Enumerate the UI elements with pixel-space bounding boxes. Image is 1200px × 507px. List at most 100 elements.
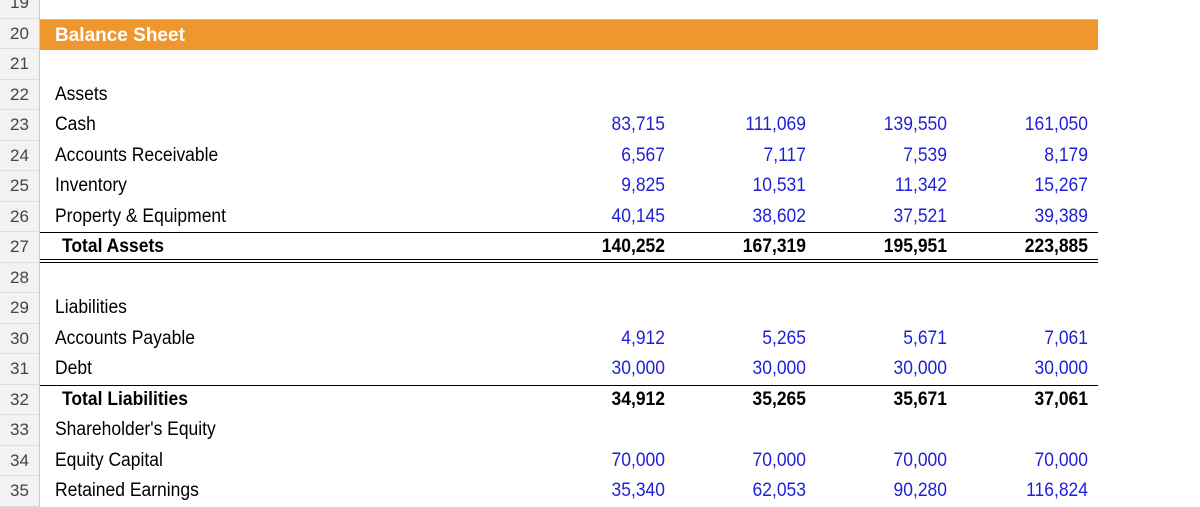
cell-value[interactable]: 70,000: [752, 449, 806, 471]
cell-value[interactable]: 5,671: [903, 327, 947, 349]
row-32[interactable]: 32 Total Liabilities 34,912 35,265 35,67…: [0, 384, 1200, 416]
cell-label[interactable]: Property & Equipment: [55, 205, 227, 227]
cell-value[interactable]: 39,389: [1034, 205, 1088, 227]
cell-label-total[interactable]: Total Liabilities: [62, 388, 188, 410]
cell-label[interactable]: Debt: [55, 358, 92, 379]
cell-value[interactable]: 7,061: [1044, 327, 1088, 349]
cell-value[interactable]: 30,000: [1034, 358, 1088, 379]
row-31[interactable]: 31 Debt 30,000 30,000 30,000 30,000: [0, 354, 1200, 385]
cell-value-total[interactable]: 35,671: [893, 388, 947, 410]
cell-value[interactable]: 111,069: [745, 114, 806, 135]
cell-label[interactable]: Accounts Receivable: [55, 144, 219, 166]
cell-value[interactable]: 70,000: [893, 449, 947, 471]
row-header[interactable]: 35: [0, 476, 40, 507]
row-cells[interactable]: Shareholder's Equity: [40, 415, 1200, 446]
row-header[interactable]: 21: [0, 49, 40, 80]
row-cells[interactable]: [40, 0, 1200, 19]
row-cells[interactable]: [40, 263, 1200, 294]
row-header[interactable]: 32: [0, 384, 40, 415]
cell-label[interactable]: Liabilities: [55, 297, 127, 318]
cell-value[interactable]: 9,825: [621, 175, 665, 196]
cell-label[interactable]: Shareholder's Equity: [55, 419, 216, 440]
row-cells[interactable]: Property & Equipment 40,145 38,602 37,52…: [40, 202, 1200, 233]
cell-value[interactable]: 62,053: [752, 480, 806, 501]
row-cells[interactable]: Retained Earnings 35,340 62,053 90,280 1…: [40, 476, 1200, 507]
row-34[interactable]: 34 Equity Capital 70,000 70,000 70,000 7…: [0, 445, 1200, 477]
row-28[interactable]: 28: [0, 262, 1200, 294]
cell-value[interactable]: 139,550: [883, 114, 947, 135]
cell-label[interactable]: Equity Capital: [55, 449, 163, 471]
row-header[interactable]: 27: [0, 232, 40, 263]
cell-value[interactable]: 35,340: [611, 480, 665, 501]
cell-value-total[interactable]: 195,951: [883, 236, 947, 257]
cell-value[interactable]: 161,050: [1024, 114, 1088, 135]
row-header[interactable]: 23: [0, 110, 40, 141]
cell-value[interactable]: 30,000: [611, 358, 665, 379]
cell-value[interactable]: 8,179: [1044, 144, 1088, 166]
row-header[interactable]: 24: [0, 140, 40, 171]
cell-value[interactable]: 7,539: [903, 144, 947, 166]
cell-value-total[interactable]: 34,912: [611, 388, 665, 410]
row-23[interactable]: 23 Cash 83,715 111,069 139,550 161,050: [0, 110, 1200, 141]
row-24[interactable]: 24 Accounts Receivable 6,567 7,117 7,539…: [0, 140, 1200, 171]
cell-value[interactable]: 6,567: [621, 144, 665, 166]
cell-value[interactable]: 5,265: [762, 327, 806, 349]
row-cells[interactable]: Total Liabilities 34,912 35,265 35,671 3…: [40, 384, 1200, 416]
row-25[interactable]: 25 Inventory 9,825 10,531 11,342 15,267: [0, 171, 1200, 202]
row-cells[interactable]: Assets: [40, 80, 1200, 111]
row-header[interactable]: 29: [0, 293, 40, 324]
row-header[interactable]: 31: [0, 354, 40, 385]
row-33[interactable]: 33 Shareholder's Equity: [0, 415, 1200, 446]
row-header[interactable]: 20: [0, 18, 40, 49]
cell-value[interactable]: 15,267: [1034, 175, 1088, 196]
cell-value[interactable]: 116,824: [1026, 480, 1088, 501]
row-header[interactable]: 34: [0, 445, 40, 476]
row-header[interactable]: 26: [0, 201, 40, 232]
row-27[interactable]: 27 Total Assets 140,252 167,319 195,951 …: [0, 232, 1200, 263]
cell-value[interactable]: 40,145: [611, 205, 665, 227]
row-cells[interactable]: Inventory 9,825 10,531 11,342 15,267: [40, 171, 1200, 202]
cell-value-total[interactable]: 140,252: [601, 236, 665, 257]
cell-label[interactable]: Accounts Payable: [55, 327, 195, 349]
row-cells[interactable]: Balance Sheet: [40, 18, 1200, 50]
row-header[interactable]: 22: [0, 79, 40, 110]
cell-label[interactable]: Inventory: [55, 175, 127, 196]
row-22[interactable]: 22 Assets: [0, 79, 1200, 111]
cell-value[interactable]: 4,912: [621, 327, 665, 349]
cell-value[interactable]: 10,531: [752, 175, 806, 196]
row-20[interactable]: 20 Balance Sheet: [0, 18, 1200, 50]
row-cells[interactable]: Cash 83,715 111,069 139,550 161,050: [40, 110, 1200, 141]
row-cells[interactable]: Total Assets 140,252 167,319 195,951 223…: [40, 232, 1200, 263]
cell-value-total[interactable]: 35,265: [752, 388, 806, 410]
cell-label[interactable]: Retained Earnings: [55, 480, 199, 501]
row-19[interactable]: 19: [0, 0, 1200, 19]
cell-label[interactable]: Cash: [55, 114, 96, 135]
row-header[interactable]: 30: [0, 323, 40, 354]
row-29[interactable]: 29 Liabilities: [0, 293, 1200, 324]
cell-value-total[interactable]: 37,061: [1034, 388, 1088, 410]
cell-value[interactable]: 38,602: [752, 205, 806, 227]
cell-value[interactable]: 70,000: [611, 449, 665, 471]
row-26[interactable]: 26 Property & Equipment 40,145 38,602 37…: [0, 201, 1200, 233]
row-cells[interactable]: Liabilities: [40, 293, 1200, 324]
row-35[interactable]: 35 Retained Earnings 35,340 62,053 90,28…: [0, 476, 1200, 507]
cell-label-total[interactable]: Total Assets: [62, 236, 165, 257]
row-header[interactable]: 25: [0, 171, 40, 202]
row-30[interactable]: 30 Accounts Payable 4,912 5,265 5,671 7,…: [0, 323, 1200, 355]
cell-value[interactable]: 30,000: [893, 358, 947, 379]
cell-value[interactable]: 7,117: [763, 144, 806, 166]
row-cells[interactable]: Accounts Payable 4,912 5,265 5,671 7,061: [40, 324, 1200, 355]
cell-value[interactable]: 83,715: [611, 114, 665, 135]
cell-value[interactable]: 30,000: [752, 358, 806, 379]
row-header[interactable]: 19: [0, 0, 40, 19]
cell-label[interactable]: Assets: [55, 83, 108, 105]
cell-value[interactable]: 90,280: [893, 480, 947, 501]
row-21[interactable]: 21: [0, 49, 1200, 80]
row-cells[interactable]: [40, 49, 1200, 80]
cell-value[interactable]: 70,000: [1034, 449, 1088, 471]
cell-value[interactable]: 37,521: [893, 205, 947, 227]
row-cells[interactable]: Equity Capital 70,000 70,000 70,000 70,0…: [40, 446, 1200, 477]
cell-value-total[interactable]: 223,885: [1024, 236, 1088, 257]
row-header[interactable]: 28: [0, 262, 40, 293]
row-cells[interactable]: Debt 30,000 30,000 30,000 30,000: [40, 354, 1200, 385]
